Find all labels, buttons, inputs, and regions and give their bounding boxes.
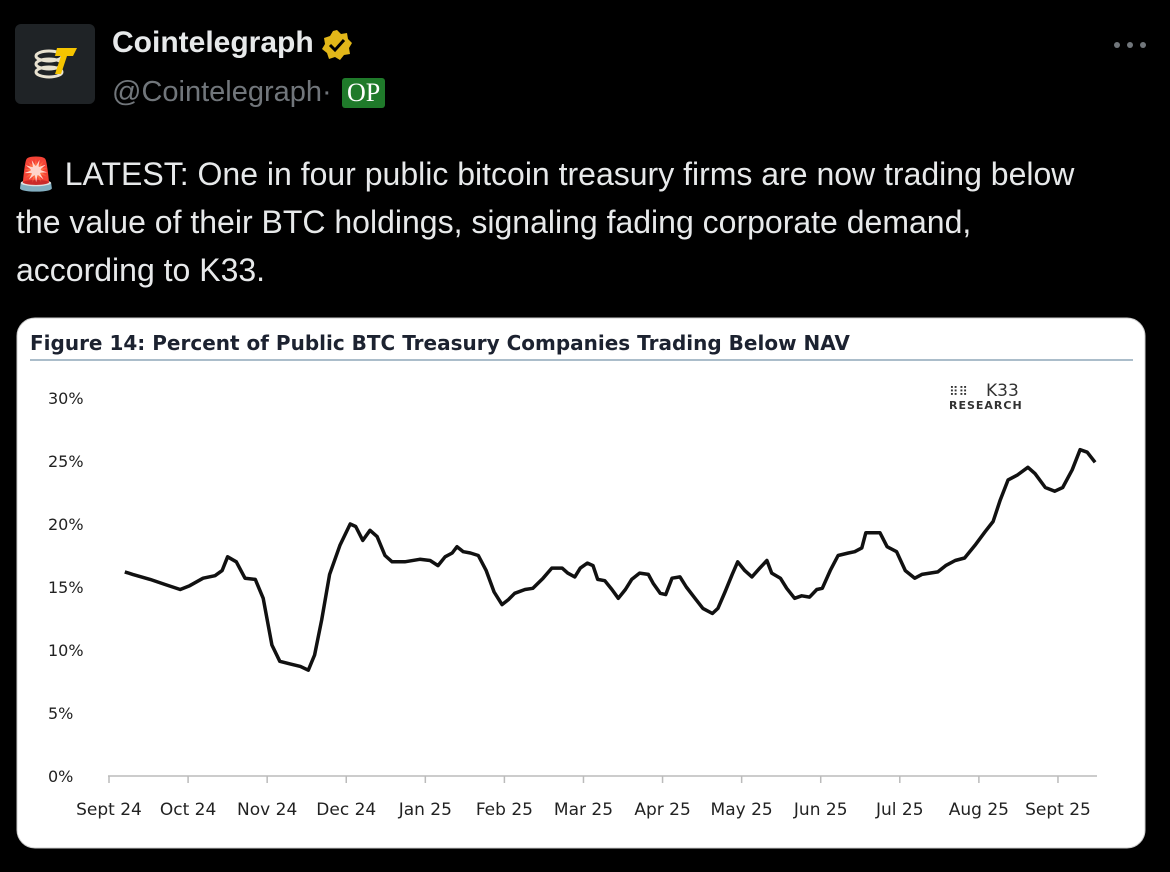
y-tick-label: 10% <box>48 641 84 660</box>
chart-title: Figure 14: Percent of Public BTC Treasur… <box>30 331 850 355</box>
y-tick-label: 20% <box>48 515 84 534</box>
x-tick-label: Oct 24 <box>160 800 216 820</box>
x-tick-label: Sept 25 <box>1025 800 1091 820</box>
brand-dots: ⠿⠿ <box>949 385 968 400</box>
brand-subtitle: RESEARCH <box>949 399 1023 412</box>
y-tick-label: 25% <box>48 452 84 471</box>
data-line <box>124 447 1097 672</box>
chart-card <box>16 317 1146 849</box>
author-name[interactable]: Cointelegraph <box>112 26 314 59</box>
x-tick-label: May 25 <box>711 800 773 820</box>
y-tick-label: 15% <box>48 578 84 597</box>
x-tick-label: Apr 25 <box>634 800 690 820</box>
x-tick-label: Jan 25 <box>398 800 452 820</box>
op-badge: OP <box>342 78 386 108</box>
more-menu[interactable] <box>1112 40 1148 50</box>
post-text: 🚨 LATEST: One in four public bitcoin tre… <box>16 156 1075 288</box>
x-tick-label: Sept 24 <box>76 800 142 820</box>
avatar[interactable] <box>15 24 95 104</box>
verified-badge <box>322 30 352 60</box>
x-tick-label: Nov 24 <box>237 800 297 820</box>
author-handle[interactable]: @Cointelegraph· <box>112 76 332 108</box>
x-tick-label: Dec 24 <box>316 800 376 820</box>
brand: K33 <box>986 381 1019 401</box>
x-tick-label: Mar 25 <box>554 800 613 820</box>
y-tick-label: 5% <box>48 704 73 723</box>
x-tick-label: Feb 25 <box>476 800 533 820</box>
x-tick-label: Jun 25 <box>793 800 848 820</box>
x-tick-label: Aug 25 <box>949 800 1009 820</box>
x-tick-label: Jul 25 <box>875 800 924 820</box>
y-tick-label: 0% <box>48 767 73 786</box>
y-tick-label: 30% <box>48 389 84 408</box>
